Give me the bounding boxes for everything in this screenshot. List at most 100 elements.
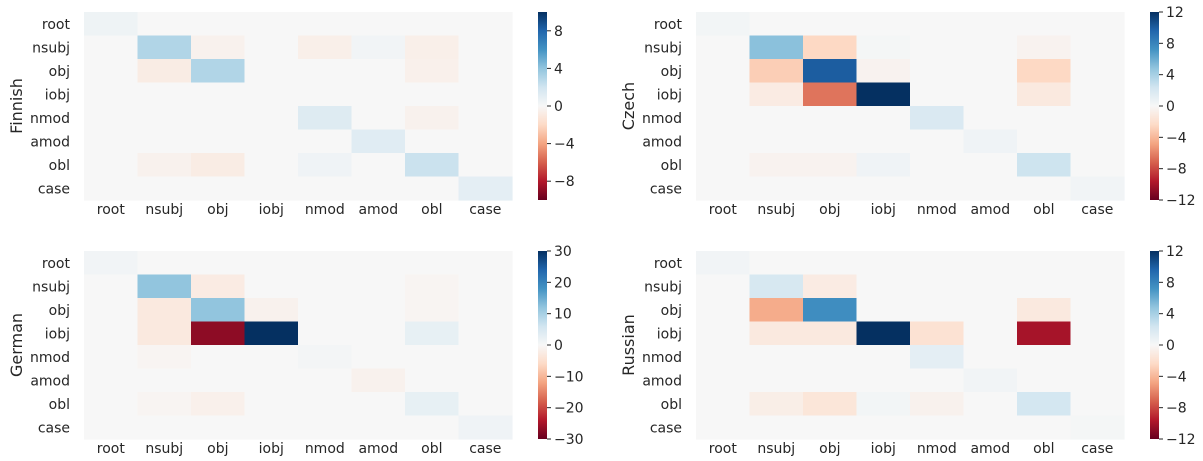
row-tick-label: nmod — [642, 350, 682, 366]
row-tick-label: amod — [642, 373, 682, 389]
heatmap-cell — [696, 274, 751, 299]
heatmap-cell — [1070, 368, 1125, 393]
colorbar — [1150, 251, 1159, 439]
heatmap-cell — [1017, 153, 1072, 178]
heatmap-cell — [803, 321, 858, 346]
heatmap-cell — [458, 274, 513, 299]
column-tick-label: nmod — [917, 202, 957, 218]
heatmap-cell — [803, 176, 858, 201]
heatmap-cell — [244, 12, 299, 37]
heatmap-cell — [137, 274, 192, 299]
column-tick-label: obl — [421, 441, 442, 457]
heatmap-cell — [405, 176, 460, 201]
heatmap-cell — [963, 82, 1018, 107]
heatmap-cell — [298, 321, 353, 346]
heatmap-cell — [910, 321, 965, 346]
colorbar-tick-label: −10 — [554, 369, 584, 385]
row-tick-label: root — [42, 17, 71, 33]
heatmap-cell — [458, 35, 513, 60]
row-tick-label: nmod — [30, 350, 70, 366]
heatmap-cell — [244, 251, 299, 276]
heatmap-cell — [351, 106, 406, 131]
heatmap-cell — [963, 176, 1018, 201]
column-tick-label: nsubj — [757, 441, 795, 457]
heatmap-cell — [910, 106, 965, 131]
column-tick-label: iobj — [259, 441, 284, 457]
heatmap-cell — [84, 106, 139, 131]
heatmap-cell — [1070, 298, 1125, 323]
heatmap-cell — [191, 251, 246, 276]
heatmap-cell — [351, 415, 406, 440]
heatmap-cell — [191, 321, 246, 346]
heatmap-cell — [298, 153, 353, 178]
heatmap-cell — [84, 415, 139, 440]
column-tick-label: case — [1081, 441, 1113, 457]
language-axis-label: Russian — [619, 314, 638, 376]
finnish-heatmap: root nsubj obj iobj nmod amod obl case root nsubj… — [7, 12, 575, 218]
column-tick-label: obj — [207, 202, 228, 218]
column-tick-label: case — [469, 202, 501, 218]
colorbar — [538, 12, 547, 200]
row-tick-label: obj — [661, 64, 682, 80]
heatmap-cell — [244, 415, 299, 440]
column-tick-label: case — [1081, 202, 1113, 218]
heatmap-cell — [1017, 392, 1072, 417]
heatmap-cell — [351, 392, 406, 417]
heatmap-cell — [458, 251, 513, 276]
heatmap-cell — [405, 274, 460, 299]
heatmap-cell — [351, 35, 406, 60]
heatmap-cell — [696, 415, 751, 440]
heatmap-cell — [963, 153, 1018, 178]
heatmap-cell — [749, 12, 804, 37]
heatmap-cell — [191, 368, 246, 393]
column-tick-label: iobj — [259, 202, 284, 218]
heatmap-cell — [137, 176, 192, 201]
heatmap-cell — [1017, 415, 1072, 440]
column-tick-label: obj — [819, 202, 840, 218]
colorbar-tick-label: 4 — [554, 61, 563, 77]
heatmap-cell — [856, 415, 911, 440]
heatmap-cell — [1017, 176, 1072, 201]
column-tick-label: iobj — [871, 441, 896, 457]
colorbar-tick-label: 8 — [554, 24, 563, 40]
heatmap-cell — [405, 106, 460, 131]
heatmap-cell — [84, 274, 139, 299]
column-tick-label: root — [97, 202, 126, 218]
heatmap-cell — [963, 298, 1018, 323]
heatmap-cell — [749, 298, 804, 323]
row-tick-label: obj — [49, 64, 70, 80]
heatmap-cell — [191, 176, 246, 201]
heatmap-cell — [749, 153, 804, 178]
heatmap-cell — [298, 106, 353, 131]
heatmap-cell — [856, 368, 911, 393]
heatmap-cell — [749, 176, 804, 201]
heatmap-cell — [405, 129, 460, 154]
heatmap-cell — [803, 106, 858, 131]
heatmap-cell — [137, 251, 192, 276]
heatmap-cell — [244, 153, 299, 178]
heatmap-cell — [191, 392, 246, 417]
heatmap-cell — [84, 321, 139, 346]
heatmap-cell — [351, 368, 406, 393]
heatmap-cell — [84, 368, 139, 393]
heatmap-cell — [856, 345, 911, 370]
heatmap-cell — [803, 35, 858, 60]
heatmap-cell — [137, 392, 192, 417]
heatmap-cell — [1070, 106, 1125, 131]
colorbar-tick-label: 30 — [554, 244, 572, 260]
column-tick-label: root — [97, 441, 126, 457]
row-tick-label: amod — [642, 134, 682, 150]
heatmap-cell — [963, 251, 1018, 276]
heatmap-cell — [856, 392, 911, 417]
heatmap-cell — [696, 106, 751, 131]
heatmap-cell — [910, 274, 965, 299]
column-tick-label: obl — [421, 202, 442, 218]
heatmap-cell — [749, 82, 804, 107]
row-tick-label: obl — [661, 397, 682, 413]
colorbar-tick-label: 4 — [1166, 307, 1175, 323]
colorbar-tick-label: 10 — [554, 307, 572, 323]
row-tick-label: amod — [30, 134, 70, 150]
heatmap-cell — [963, 12, 1018, 37]
colorbar-tick-label: −8 — [1166, 162, 1187, 178]
column-tick-label: amod — [358, 441, 398, 457]
